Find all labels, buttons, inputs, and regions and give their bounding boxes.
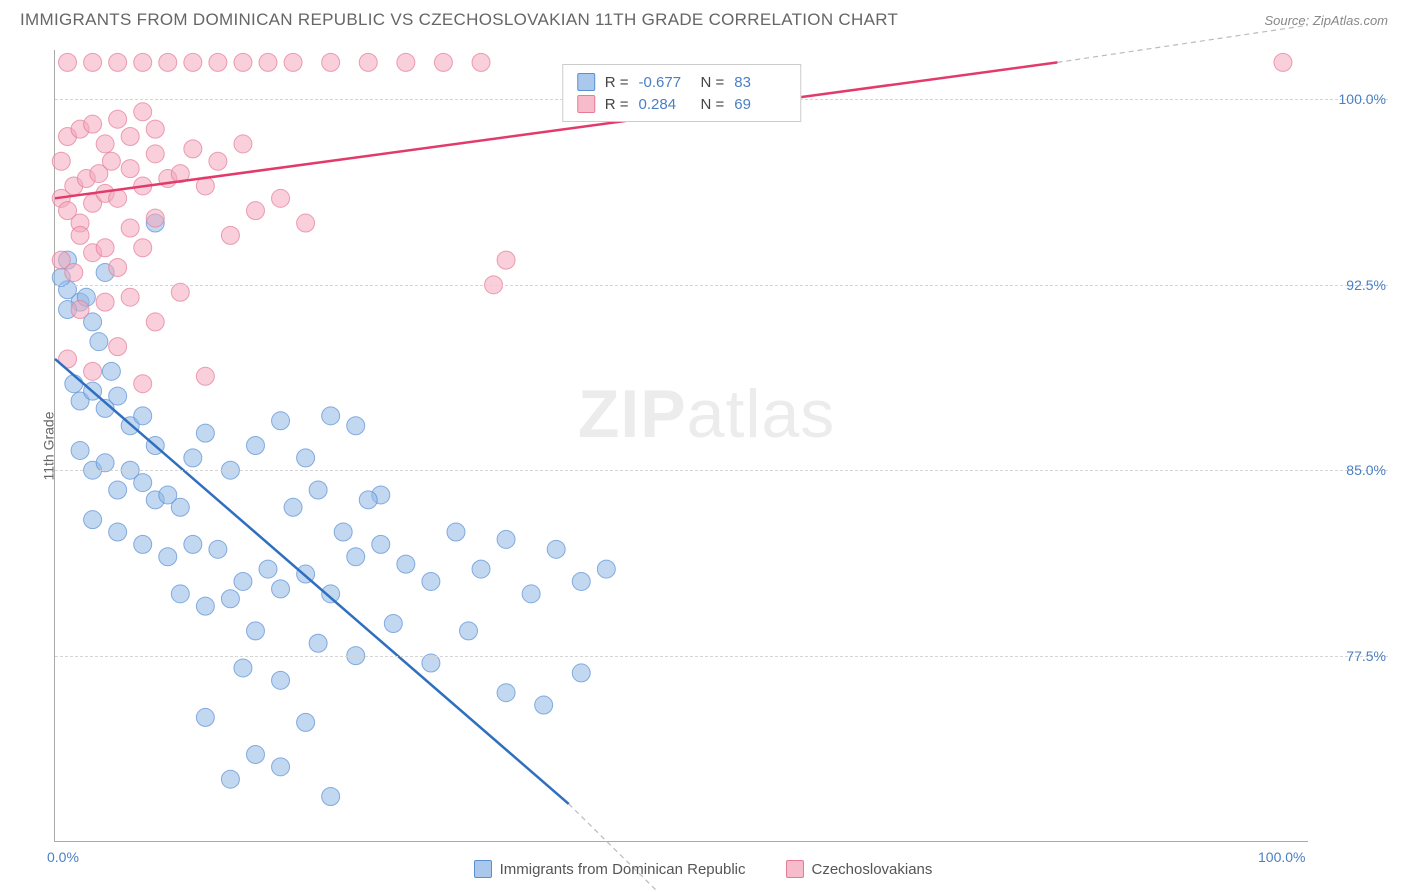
legend-item-1: Czechoslovakians [786, 860, 933, 878]
stats-r-label: R = [605, 96, 629, 113]
legend-swatch-0 [474, 860, 492, 878]
legend-label-0: Immigrants from Dominican Republic [500, 861, 746, 878]
plot-region: ZIPatlas R = -0.677 N = 83 R = 0.284 N =… [54, 50, 1308, 842]
legend-swatch-1 [786, 860, 804, 878]
y-tick-label: 85.0% [1346, 462, 1386, 478]
stats-n-val-1: 69 [734, 96, 786, 113]
stats-swatch-1 [577, 95, 595, 113]
stats-n-val-0: 83 [734, 74, 786, 91]
stats-swatch-0 [577, 73, 595, 91]
chart-title: IMMIGRANTS FROM DOMINICAN REPUBLIC VS CZ… [20, 10, 898, 30]
chart-source: Source: ZipAtlas.com [1264, 13, 1388, 28]
stats-legend-box: R = -0.677 N = 83 R = 0.284 N = 69 [562, 64, 802, 122]
y-tick-label: 77.5% [1346, 648, 1386, 664]
stats-n-label: N = [701, 96, 725, 113]
scatter-svg [55, 50, 1308, 841]
chart-area: 11th Grade ZIPatlas R = -0.677 N = 83 R … [54, 50, 1388, 842]
bottom-legend: Immigrants from Dominican Republic Czech… [0, 860, 1406, 878]
legend-item-0: Immigrants from Dominican Republic [474, 860, 746, 878]
legend-label-1: Czechoslovakians [812, 861, 933, 878]
chart-header: IMMIGRANTS FROM DOMINICAN REPUBLIC VS CZ… [0, 0, 1406, 36]
stats-r-val-0: -0.677 [639, 74, 691, 91]
stats-r-val-1: 0.284 [639, 96, 691, 113]
stats-r-label: R = [605, 74, 629, 91]
y-tick-label: 92.5% [1346, 277, 1386, 293]
stats-row-series-1: R = 0.284 N = 69 [577, 93, 787, 115]
stats-n-label: N = [701, 74, 725, 91]
y-tick-label: 100.0% [1339, 91, 1386, 107]
stats-row-series-0: R = -0.677 N = 83 [577, 71, 787, 93]
